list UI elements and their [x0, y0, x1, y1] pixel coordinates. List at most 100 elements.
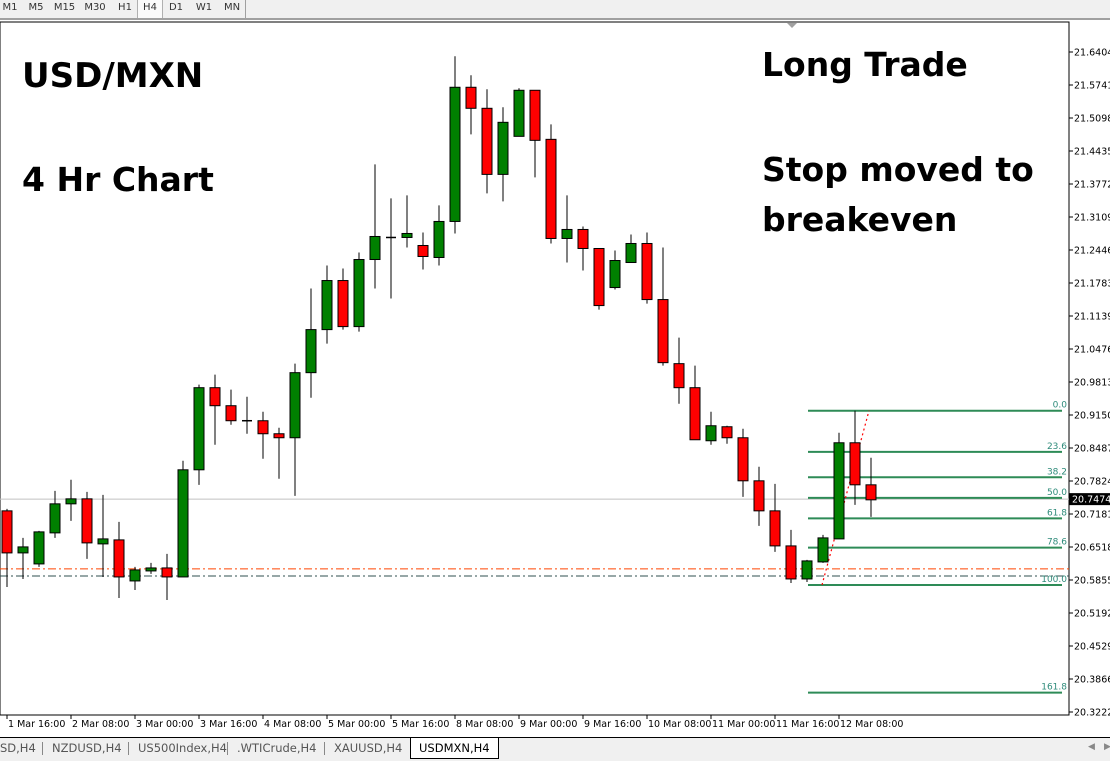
- candle: [433, 205, 445, 266]
- price-tick-label: 21.44350: [1074, 147, 1110, 158]
- bid-price-label: 20.74742: [1072, 495, 1110, 506]
- timeframe-w1[interactable]: W1: [195, 2, 213, 13]
- candle: [257, 411, 269, 459]
- candle: [849, 410, 861, 505]
- candle-body: [785, 545, 797, 580]
- timeframe-annotation: 4 Hr Chart: [22, 160, 214, 199]
- fib-level-label: 38.2: [1047, 467, 1067, 477]
- chart-tab[interactable]: NZDUSD,H4: [52, 741, 122, 755]
- candle-body: [1, 510, 13, 554]
- candle-body: [529, 89, 541, 141]
- candle: [785, 529, 797, 583]
- timeframe-h1[interactable]: H1: [118, 2, 132, 13]
- candle: [193, 384, 205, 485]
- candle-body: [257, 420, 269, 435]
- candle-body: [369, 235, 381, 261]
- candle-body: [769, 510, 781, 547]
- chart-tab[interactable]: .WTICrude,H4: [237, 741, 317, 755]
- symbol-annotation: USD/MXN: [22, 56, 204, 96]
- time-tick-label: 4 Mar 08:00: [264, 719, 321, 730]
- scroll-left-icon[interactable]: ◀: [1088, 742, 1095, 752]
- time-tick-label: 3 Mar 16:00: [200, 719, 257, 730]
- timeframe-h4[interactable]: H4: [137, 0, 163, 18]
- price-tick-label: 20.58550: [1074, 576, 1110, 587]
- timeframe-toolbar: M1 M5 M15 M30 H1 H4 D1 W1 MN: [0, 0, 1110, 20]
- candle: [33, 530, 45, 567]
- stop-annotation-line1: Stop moved to: [762, 150, 1034, 189]
- candle-body: [145, 567, 157, 572]
- candle-body: [497, 121, 509, 175]
- candle: [513, 88, 525, 137]
- candle-body: [433, 220, 445, 259]
- price-tick-label: 21.37720: [1074, 180, 1110, 191]
- candle-body: [465, 86, 477, 109]
- trade-annotation: Long Trade: [762, 45, 968, 84]
- candle-body: [625, 242, 637, 264]
- candle: [1, 508, 13, 587]
- candle-body: [337, 280, 349, 328]
- candle-body: [97, 538, 109, 545]
- candle: [737, 428, 749, 497]
- bid-price-marker: [1069, 493, 1110, 506]
- timeframe-mn[interactable]: MN: [223, 2, 241, 13]
- candle-body: [817, 537, 829, 563]
- scroll-right-icon[interactable]: ▶: [1104, 742, 1110, 752]
- chart-tab[interactable]: SD,H4: [0, 741, 36, 755]
- candle-body: [753, 480, 765, 512]
- candle-body: [561, 228, 573, 239]
- candle-body: [513, 89, 525, 137]
- candle: [145, 562, 157, 574]
- fib-level-label: 100.0: [1041, 575, 1067, 585]
- candle-body: [113, 539, 125, 578]
- tab-separator: [128, 742, 129, 755]
- candle: [769, 483, 781, 552]
- timeframe-m15[interactable]: M15: [53, 2, 76, 13]
- candle-body: [737, 437, 749, 482]
- candle: [865, 457, 877, 517]
- candle-body: [705, 425, 717, 442]
- candle: [65, 479, 77, 521]
- time-tick-label: 11 Mar 00:00: [712, 719, 775, 730]
- timeframe-d1[interactable]: D1: [168, 2, 184, 13]
- price-tick-label: 20.84875: [1074, 444, 1110, 455]
- candle: [625, 234, 637, 264]
- candle: [657, 247, 669, 366]
- candle: [81, 491, 93, 559]
- shift-marker-icon[interactable]: [787, 23, 797, 28]
- candle: [801, 559, 813, 582]
- price-tick-label: 21.17830: [1074, 279, 1110, 290]
- candle-body: [657, 299, 669, 364]
- candle-body: [865, 484, 877, 501]
- price-tick-label: 20.98135: [1074, 378, 1110, 389]
- timeframe-m5[interactable]: M5: [28, 2, 44, 13]
- candle: [817, 534, 829, 563]
- candle-body: [593, 247, 605, 307]
- candle: [129, 566, 141, 590]
- candle-body: [689, 387, 701, 441]
- time-tick-label: 5 Mar 16:00: [392, 719, 449, 730]
- chart-tab[interactable]: USDMXN,H4: [410, 738, 499, 759]
- price-chart[interactable]: 0.0 23.6 38.2 50.0 61.8 78.6 100.0 161.8 21.640…: [0, 0, 1110, 737]
- candle-body: [545, 138, 557, 239]
- fib-level-label: 61.8: [1047, 508, 1067, 518]
- price-tick-label: 21.57415: [1074, 81, 1110, 92]
- price-tick-label: 20.71810: [1074, 510, 1110, 521]
- timeframe-m1[interactable]: M1: [2, 2, 18, 13]
- candle: [289, 363, 301, 496]
- time-tick-label: 5 Mar 00:00: [328, 719, 385, 730]
- price-tick-label: 20.32225: [1074, 708, 1110, 719]
- candle: [465, 75, 477, 135]
- candle: [49, 490, 61, 538]
- candle-body: [177, 469, 189, 578]
- stop-annotation-line2: breakeven: [762, 200, 958, 239]
- candle: [369, 164, 381, 289]
- timeframe-m30[interactable]: M30: [84, 2, 106, 13]
- candle: [97, 494, 109, 577]
- candle: [593, 247, 605, 310]
- candle-body: [833, 442, 845, 540]
- time-tick-label: 10 Mar 08:00: [648, 719, 711, 730]
- chart-tab[interactable]: XAUUSD,H4: [334, 741, 403, 755]
- candle: [17, 537, 29, 579]
- chart-tab[interactable]: US500Index,H4: [138, 741, 227, 755]
